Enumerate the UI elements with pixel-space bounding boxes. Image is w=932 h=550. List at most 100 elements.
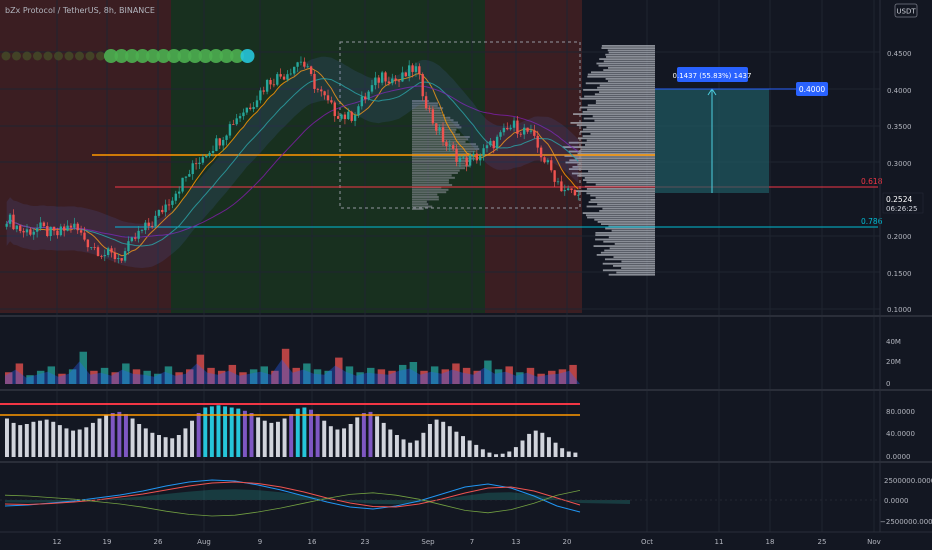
range-profile-bar <box>412 148 480 150</box>
oscillator-bar <box>467 440 472 457</box>
candle <box>174 193 177 201</box>
oscillator-bar <box>388 429 393 457</box>
current-price-label: 0.2524 <box>886 195 912 204</box>
volume-profile-bar <box>599 58 655 60</box>
volume-bar <box>36 370 45 384</box>
trend-dot <box>33 51 42 61</box>
time-axis[interactable]: 12 19 26 Aug 9 16 23 Sep 7 13 20 Oct 11 18 25 Nov <box>53 538 881 546</box>
volume-bar <box>111 372 119 384</box>
range-profile-bar <box>412 174 452 177</box>
candle <box>161 209 164 213</box>
candle <box>218 138 221 146</box>
volume-profile-bar <box>604 249 655 252</box>
range-profile-bar <box>412 188 449 191</box>
volume-profile-bar <box>599 84 655 87</box>
volume-profile-bar <box>582 135 655 137</box>
time-label: Aug <box>197 538 211 546</box>
oscillator-bar <box>262 420 267 457</box>
candle <box>32 231 35 235</box>
volume-bar <box>217 370 226 384</box>
volume-bar <box>79 351 87 384</box>
volume-profile-bar <box>604 258 655 261</box>
price-axis[interactable]: 0.4500 0.4000 0.3500 0.3000 0.2000 0.150… <box>882 50 924 314</box>
oscillator-bar <box>427 424 432 457</box>
range-profile-bar <box>412 198 439 201</box>
volume-bar <box>122 363 130 384</box>
candle <box>150 225 154 227</box>
oscillator-bar <box>143 428 148 457</box>
oscillator-bar <box>295 408 300 457</box>
volume-bar <box>5 372 13 384</box>
candle <box>475 153 479 161</box>
volume-profile-bar <box>599 91 655 93</box>
candle <box>238 116 242 119</box>
oscillator-pane[interactable] <box>5 405 578 457</box>
symbol-title[interactable]: bZx Protocol / TetherUS, 8h, BINANCE <box>5 6 155 15</box>
volume-bar <box>58 373 66 384</box>
candle <box>343 114 347 120</box>
volume-bar <box>281 348 290 384</box>
candle <box>421 74 424 97</box>
volume-profile-bar <box>588 201 655 203</box>
volume-tick: 20M <box>886 358 901 366</box>
macd-pane[interactable] <box>0 479 880 517</box>
trend-dot <box>54 51 63 61</box>
oscillator-bar <box>71 430 76 457</box>
volume-profile-bar <box>586 181 655 184</box>
candle <box>83 232 86 240</box>
volume-bar <box>430 366 439 384</box>
volume-profile-bar <box>590 199 655 201</box>
volume-bar <box>132 369 141 384</box>
volume-profile-bar <box>564 155 655 157</box>
candle <box>140 230 144 231</box>
candle <box>46 226 49 237</box>
volume-bar <box>26 375 34 384</box>
oscillator-bar <box>335 429 340 457</box>
oscillator-bar <box>480 449 485 457</box>
currency-badge-box[interactable] <box>894 3 918 18</box>
range-profile-bar <box>412 160 472 162</box>
volume-bar <box>356 372 364 384</box>
oscillator-bar <box>64 428 69 457</box>
candle <box>441 127 445 143</box>
oscillator-bar <box>24 424 29 457</box>
range-selection-box[interactable] <box>339 41 581 209</box>
volume-profile-bar <box>603 240 655 243</box>
time-label: Sep <box>421 538 435 546</box>
candle <box>377 77 380 83</box>
range-profile-bar <box>412 136 470 138</box>
candle <box>286 74 289 80</box>
volume-bar <box>15 363 24 384</box>
volume-profile-bar <box>595 102 655 104</box>
volume-profile-bar <box>603 69 655 71</box>
range-profile-bar <box>412 200 427 203</box>
oscillator-bar <box>573 452 578 457</box>
candle <box>489 140 492 146</box>
candle <box>225 135 228 140</box>
volume-profile-bar <box>586 192 655 195</box>
oscillator-bar <box>408 442 413 457</box>
candle <box>519 133 522 135</box>
volume-bar <box>367 367 375 384</box>
volume-profile-bar <box>605 227 655 230</box>
long-position-tool[interactable]: 0.1437 (55.83%) 1437 0.4000 <box>655 67 828 193</box>
volume-bar <box>537 373 545 384</box>
volume-profile-bar <box>587 216 655 219</box>
volume-pane[interactable] <box>5 348 580 384</box>
trend-dot <box>230 49 244 63</box>
oscillator-bar <box>57 425 62 457</box>
trend-dot <box>22 51 32 61</box>
candle <box>309 66 313 74</box>
oscillator-bar <box>553 442 558 457</box>
candle <box>103 255 106 257</box>
trend-dot <box>219 49 234 63</box>
candle <box>123 251 127 261</box>
measure-label: 0.1437 (55.83%) 1437 <box>673 72 752 80</box>
candle <box>110 248 113 253</box>
volume-profile-bar <box>577 174 655 177</box>
candle <box>556 181 560 183</box>
oscillator-bar <box>77 429 82 457</box>
volume-profile-bar <box>596 254 655 256</box>
volume-profile-bar <box>562 146 655 148</box>
